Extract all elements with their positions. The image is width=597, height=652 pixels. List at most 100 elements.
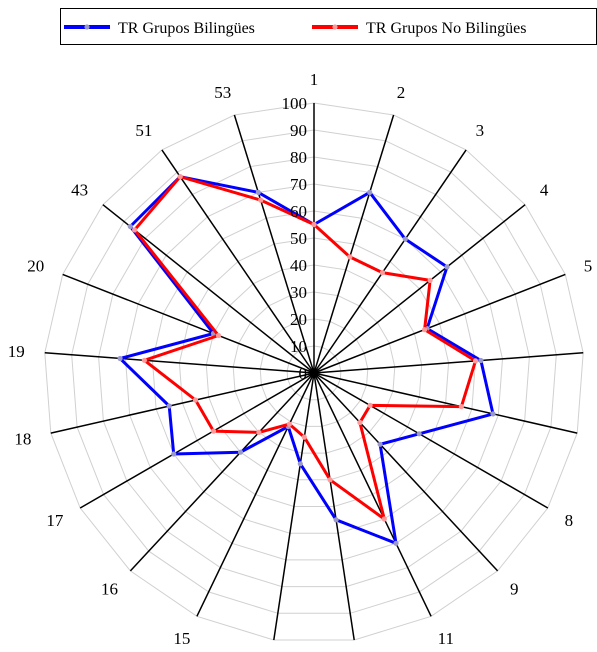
data-point-2-4 xyxy=(427,277,433,283)
spoke-53 xyxy=(233,114,315,374)
data-point-1-17 xyxy=(171,451,177,457)
data-point-2-9 xyxy=(357,419,363,426)
data-point-2-7 xyxy=(458,404,464,410)
legend-marker-1 xyxy=(84,24,90,30)
category-label-53: 53 xyxy=(214,83,231,102)
spoke-3 xyxy=(313,149,467,374)
category-label-9: 9 xyxy=(510,580,519,599)
data-point-2-3 xyxy=(379,270,385,276)
series-line-2 xyxy=(133,175,477,521)
data-point-2-11 xyxy=(381,516,387,522)
data-point-2-53 xyxy=(258,197,264,203)
tick-label-70: 70 xyxy=(290,175,307,194)
grid-ring xyxy=(151,210,477,534)
spoke-4 xyxy=(313,204,526,374)
spoke-9 xyxy=(313,372,499,572)
tick-label-80: 80 xyxy=(290,148,307,167)
category-label-20: 20 xyxy=(27,257,44,276)
spoke-8 xyxy=(313,372,549,509)
category-label-1: 1 xyxy=(310,70,319,89)
data-point-1-16 xyxy=(237,449,244,455)
data-point-1-7 xyxy=(490,411,496,417)
data-point-1-43 xyxy=(127,223,133,230)
tick-label-30: 30 xyxy=(290,283,307,302)
grid-ring xyxy=(205,264,423,481)
category-labels: 123456789111214151617181920435153 xyxy=(8,70,597,648)
data-point-2-15 xyxy=(286,421,292,427)
spoke-20 xyxy=(62,273,315,374)
data-point-2-6 xyxy=(472,358,479,364)
data-point-2-2 xyxy=(347,254,353,260)
data-point-2-19 xyxy=(141,357,147,363)
category-label-17: 17 xyxy=(46,511,64,530)
grid-ring xyxy=(259,318,369,427)
spoke-14 xyxy=(273,372,315,641)
data-point-1-18 xyxy=(166,403,172,409)
grid-ring xyxy=(286,345,342,401)
data-point-2-18 xyxy=(192,397,199,403)
spoke-11 xyxy=(313,372,432,617)
data-point-2-5 xyxy=(422,327,428,333)
spoke-16 xyxy=(129,372,315,572)
data-point-2-1 xyxy=(311,221,317,228)
category-label-16: 16 xyxy=(101,580,118,599)
legend-label-2: TR Grupos No Bilingües xyxy=(366,20,526,37)
data-point-1-4 xyxy=(444,264,450,270)
grid-ring xyxy=(124,183,504,561)
spoke-15 xyxy=(196,372,315,617)
legend: TR Grupos Bilingües TR Grupos No Bilingüe… xyxy=(60,8,597,45)
legend-marker-2 xyxy=(332,24,338,30)
tick-label-0: 0 xyxy=(299,364,308,383)
spoke-17 xyxy=(79,372,315,509)
data-point-2-20 xyxy=(215,332,222,339)
tick-label-90: 90 xyxy=(290,121,307,140)
tick-label-60: 60 xyxy=(290,202,307,221)
category-label-5: 5 xyxy=(584,257,593,276)
tick-label-20: 20 xyxy=(290,310,307,329)
legend-label-1: TR Grupos Bilingües xyxy=(118,20,255,37)
grid-ring xyxy=(178,237,450,507)
category-label-2: 2 xyxy=(397,83,406,102)
grid-ring xyxy=(71,129,557,614)
series-line-1 xyxy=(118,175,495,545)
spoke-2 xyxy=(313,114,395,374)
data-point-2-43 xyxy=(132,227,138,233)
series-layer xyxy=(117,174,496,546)
category-label-43: 43 xyxy=(71,181,88,200)
category-label-3: 3 xyxy=(476,121,485,140)
radar-grid xyxy=(44,102,584,641)
data-point-1-9 xyxy=(377,441,383,447)
data-point-1-12 xyxy=(333,517,339,523)
data-point-2-16 xyxy=(256,429,262,435)
data-point-2-12 xyxy=(327,477,333,483)
radial-tick-labels: 0 10 20 30 40 50 60 70 80 90 100 xyxy=(282,94,308,383)
category-label-15: 15 xyxy=(173,629,190,648)
category-label-11: 11 xyxy=(438,629,454,648)
data-point-2-14 xyxy=(301,434,307,440)
category-label-19: 19 xyxy=(8,342,25,361)
data-point-1-6 xyxy=(478,357,484,364)
grid-ring xyxy=(98,156,530,588)
data-point-2-17 xyxy=(210,428,217,434)
data-point-1-8 xyxy=(416,431,422,437)
spoke-6 xyxy=(313,352,584,374)
spoke-51 xyxy=(161,149,315,374)
data-point-1-2 xyxy=(367,189,373,195)
tick-label-40: 40 xyxy=(290,256,307,275)
category-label-18: 18 xyxy=(14,429,31,448)
spoke-19 xyxy=(44,352,315,374)
grid-ring xyxy=(44,102,584,641)
data-point-2-51 xyxy=(177,174,183,180)
data-point-1-11 xyxy=(393,540,399,546)
data-point-2-8 xyxy=(367,402,373,408)
spoke-5 xyxy=(313,273,566,374)
category-label-4: 4 xyxy=(540,181,549,200)
tick-label-100: 100 xyxy=(282,94,308,113)
tick-label-10: 10 xyxy=(290,337,307,356)
data-point-1-3 xyxy=(402,236,408,242)
radar-spokes xyxy=(44,103,584,641)
data-point-1-14 xyxy=(297,461,303,467)
category-label-51: 51 xyxy=(135,121,152,140)
